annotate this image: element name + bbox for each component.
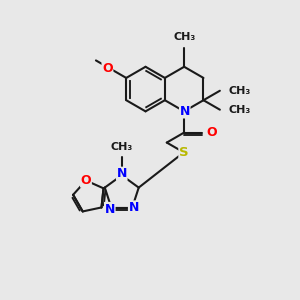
Text: N: N (180, 105, 190, 118)
Text: O: O (81, 174, 91, 187)
Text: N: N (128, 201, 139, 214)
Text: CH₃: CH₃ (228, 105, 250, 115)
Text: CH₃: CH₃ (173, 32, 195, 43)
Text: CH₃: CH₃ (111, 142, 133, 152)
Text: O: O (207, 126, 218, 139)
Text: CH₃: CH₃ (228, 86, 250, 96)
Text: N: N (105, 202, 115, 215)
Text: S: S (179, 146, 189, 159)
Text: N: N (117, 167, 127, 180)
Text: O: O (102, 62, 113, 75)
